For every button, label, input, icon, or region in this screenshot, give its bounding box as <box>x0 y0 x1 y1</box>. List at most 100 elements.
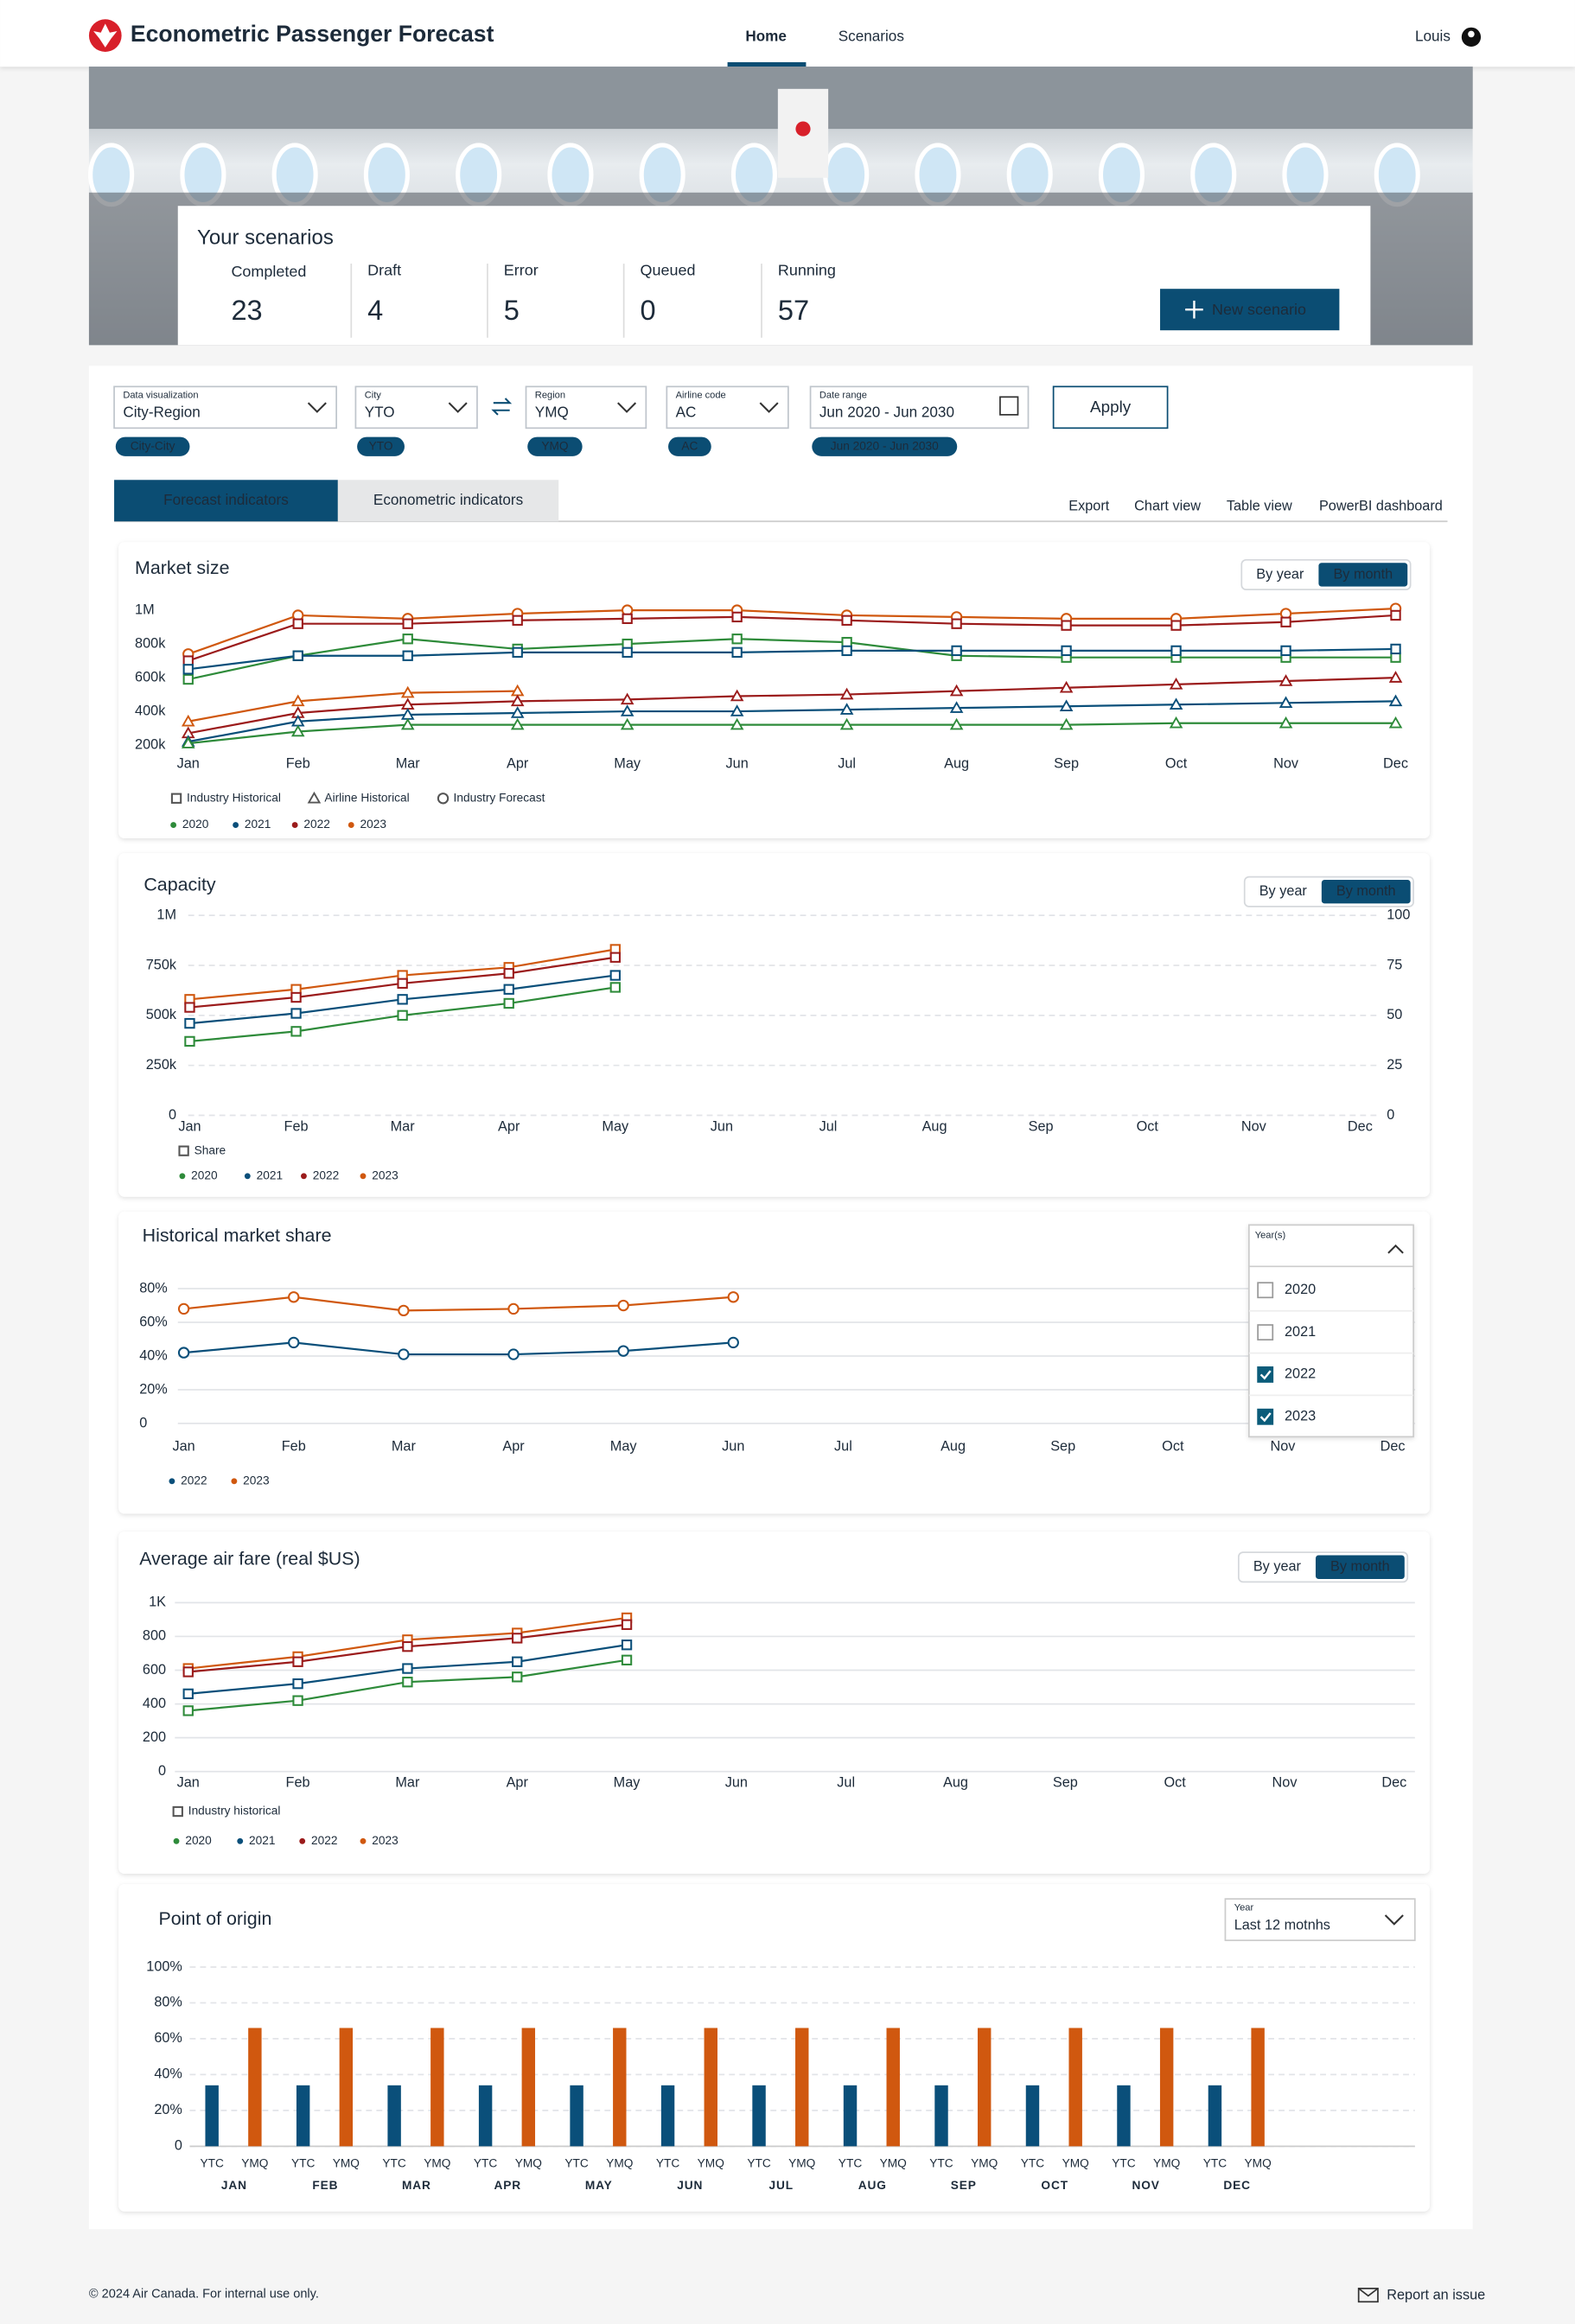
legend-label: 2020 <box>182 818 209 831</box>
y-tick-label: 500k <box>146 1007 177 1022</box>
point <box>617 1299 629 1312</box>
x-tick-label: Jun <box>726 756 749 772</box>
dropdown-panel[interactable] <box>1248 1224 1414 1438</box>
checkbox[interactable] <box>1257 1366 1274 1383</box>
filter-label: Airline code <box>676 391 726 401</box>
x-tick-label: Mar <box>391 1119 416 1135</box>
x-tick-label: Oct <box>1165 756 1188 772</box>
view-link[interactable]: Export <box>1068 498 1109 513</box>
bar <box>1208 2085 1222 2147</box>
point <box>1059 717 1074 730</box>
toggle-active[interactable] <box>1321 880 1411 904</box>
filter-chip-label: Jun 2020 - Jun 2030 <box>831 439 939 452</box>
dropdown-option[interactable]: 2023 <box>1285 1409 1316 1424</box>
toggle-option[interactable]: By month <box>1330 1559 1390 1575</box>
tab-active[interactable] <box>114 480 338 522</box>
point <box>730 717 744 730</box>
point <box>731 634 743 645</box>
legend-swatch <box>244 1173 251 1180</box>
y2-tick-label: 100 <box>1387 907 1410 922</box>
checkbox[interactable] <box>1257 1282 1274 1299</box>
point <box>397 1009 408 1022</box>
toggle-active[interactable] <box>1318 563 1408 587</box>
point <box>609 970 621 981</box>
x-tick-label: Mar <box>395 1775 420 1791</box>
filter-box[interactable] <box>354 385 478 430</box>
x-tick-label: Dec <box>1381 1775 1406 1791</box>
filter-chip-label: AC <box>681 439 698 452</box>
x-tick-label: Jun <box>722 1439 744 1455</box>
dropdown[interactable] <box>1224 1898 1416 1941</box>
toggle-option[interactable]: By year <box>1259 883 1308 899</box>
y2-tick-label: 25 <box>1387 1057 1402 1073</box>
point <box>290 1008 302 1019</box>
report-link[interactable]: Report an issue <box>1387 2288 1485 2303</box>
filter-chip[interactable] <box>812 436 958 456</box>
dropdown-option[interactable]: 2021 <box>1285 1324 1316 1340</box>
filter-box[interactable] <box>809 385 1030 430</box>
hero-logo <box>795 121 811 137</box>
toggle-option[interactable]: By year <box>1256 566 1304 582</box>
y-tick-label: 400 <box>143 1696 166 1711</box>
filter-chip[interactable] <box>668 436 711 456</box>
series-line <box>188 638 1396 681</box>
point <box>290 991 302 1003</box>
tab[interactable] <box>337 480 559 522</box>
y2-tick-label: 75 <box>1387 957 1402 972</box>
y-tick-label: 600k <box>135 669 166 684</box>
x-tick-label: OCT <box>1041 2179 1068 2192</box>
checkbox[interactable] <box>1257 1324 1274 1341</box>
filter-box[interactable] <box>113 385 337 430</box>
dropdown-chevron <box>617 402 637 413</box>
dropdown-option[interactable]: 2022 <box>1285 1366 1316 1382</box>
x-tick-label: Dec <box>1381 1439 1406 1455</box>
swap-icon[interactable] <box>491 398 513 416</box>
mail-icon[interactable] <box>1357 2288 1379 2303</box>
y-tick-label: 80% <box>154 1995 182 2010</box>
point <box>507 1302 520 1315</box>
nav-home[interactable]: Home <box>745 27 787 44</box>
bar-group-label: YMQ <box>971 2157 998 2170</box>
y-tick-label: 400k <box>135 703 166 718</box>
x-tick-label: Apr <box>502 1439 525 1455</box>
filter-box[interactable] <box>666 385 789 430</box>
x-tick-label: Apr <box>498 1119 520 1135</box>
point <box>172 1805 183 1818</box>
point <box>397 994 408 1005</box>
dropdown-option[interactable]: 2020 <box>1285 1282 1316 1297</box>
x-tick-label: Jul <box>834 1439 852 1455</box>
x-tick-label: MAY <box>585 2179 613 2192</box>
view-link[interactable]: Chart view <box>1134 498 1201 513</box>
filter-chip-label: City-City <box>131 439 175 452</box>
point <box>1278 696 1293 709</box>
dropdown-value: Last 12 motnhs <box>1234 1917 1330 1932</box>
bar <box>977 2028 992 2147</box>
y-tick-label: 60% <box>154 2030 182 2046</box>
checkbox[interactable] <box>1257 1408 1274 1425</box>
nav-scenarios[interactable]: Scenarios <box>839 27 904 44</box>
dropdown-chevron <box>1387 1244 1404 1254</box>
filter-chip[interactable] <box>527 436 583 456</box>
bar-group-label: YMQ <box>788 2157 815 2170</box>
y-tick-label: 0 <box>158 1763 166 1779</box>
chart-card <box>118 1531 1430 1874</box>
bar-group-label: YMQ <box>1153 2157 1180 2170</box>
x-tick-label: MAR <box>402 2179 431 2192</box>
filter-chip[interactable] <box>357 436 405 456</box>
filter-box[interactable] <box>525 385 647 430</box>
toggle-active[interactable] <box>1315 1555 1405 1579</box>
point <box>1061 645 1072 657</box>
toggle-option[interactable]: By month <box>1336 883 1396 899</box>
toggle-option[interactable]: By month <box>1333 566 1393 582</box>
filter-chip[interactable] <box>115 436 190 456</box>
x-tick-label: Mar <box>396 756 421 772</box>
view-link[interactable]: Table view <box>1227 498 1292 513</box>
toggle-option[interactable]: By year <box>1253 1559 1302 1575</box>
bar <box>660 2085 675 2147</box>
x-tick-label: Jan <box>177 1775 200 1791</box>
apply-button[interactable] <box>1052 385 1169 430</box>
view-link[interactable]: PowerBI dashboard <box>1319 498 1443 513</box>
bar-group-label: YMQ <box>1245 2157 1272 2170</box>
point <box>290 724 305 737</box>
chart-title: Historical market share <box>143 1226 332 1246</box>
